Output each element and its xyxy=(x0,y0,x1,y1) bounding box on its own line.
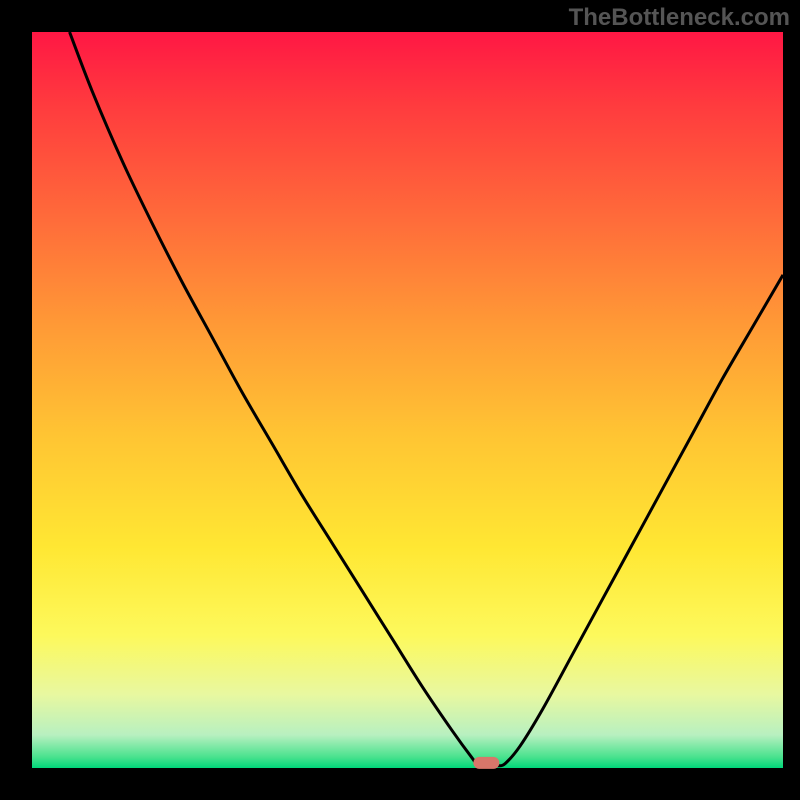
watermark-text: TheBottleneck.com xyxy=(569,4,790,32)
chart-svg xyxy=(0,0,800,800)
minimum-marker xyxy=(473,757,499,769)
chart-container: TheBottleneck.com xyxy=(0,0,800,800)
plot-background xyxy=(32,32,783,768)
